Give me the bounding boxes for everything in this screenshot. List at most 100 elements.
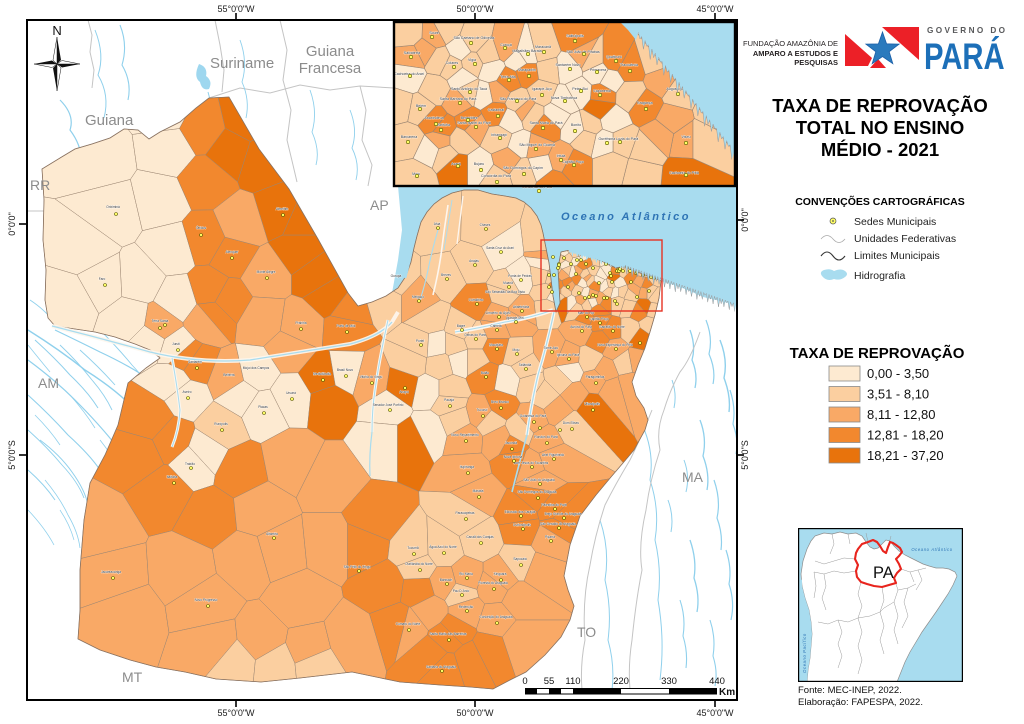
svg-text:45°0'0"W: 45°0'0"W [696, 4, 734, 14]
svg-text:Soure: Soure [429, 31, 439, 35]
svg-text:Jacundá: Jacundá [505, 441, 517, 445]
svg-text:Anapu: Anapu [399, 390, 408, 394]
svg-text:18,21 - 37,20: 18,21 - 37,20 [867, 448, 944, 463]
svg-text:Aurora do Pará: Aurora do Pará [570, 325, 592, 329]
svg-text:Trairão: Trairão [185, 462, 195, 466]
svg-text:São Domingos do Araguaia: São Domingos do Araguaia [518, 490, 557, 494]
svg-text:Maracanã: Maracanã [535, 45, 551, 49]
svg-text:Capitão Poço: Capitão Poço [562, 160, 584, 164]
svg-text:Limites Municipais: Limites Municipais [854, 250, 940, 262]
svg-text:Monte Alegre: Monte Alegre [257, 270, 276, 274]
svg-text:55°0'0"W: 55°0'0"W [217, 4, 255, 14]
svg-text:Garrafão do Norte: Garrafão do Norte [599, 325, 625, 329]
svg-text:8,11 - 12,80: 8,11 - 12,80 [867, 407, 935, 422]
svg-text:MT: MT [122, 669, 143, 685]
svg-text:São Caetano de Odivelas: São Caetano de Odivelas [454, 36, 495, 40]
svg-text:Bagre: Bagre [457, 324, 466, 328]
svg-text:Oriximiná: Oriximiná [106, 205, 120, 209]
svg-text:5°0'0"S: 5°0'0"S [740, 440, 750, 470]
svg-text:AP: AP [370, 197, 389, 213]
svg-text:Prainha: Prainha [296, 321, 307, 325]
svg-text:Ponta de Pedras: Ponta de Pedras [508, 274, 532, 278]
svg-text:Chaves: Chaves [480, 223, 491, 227]
svg-text:São Sebastião da Boa Vista: São Sebastião da Boa Vista [485, 290, 525, 294]
svg-text:Bom Jesus do Tocantins: Bom Jesus do Tocantins [514, 461, 549, 465]
svg-text:São Domingos do Capim: São Domingos do Capim [503, 166, 543, 170]
svg-text:12,81 - 18,20: 12,81 - 18,20 [867, 428, 944, 443]
svg-text:Oceano Pacífico: Oceano Pacífico [802, 633, 807, 673]
svg-text:Bragança: Bragança [637, 101, 652, 105]
svg-text:Santo Antônio do Tauá: Santo Antônio do Tauá [451, 87, 487, 91]
svg-text:RR: RR [30, 177, 50, 193]
svg-text:0°0'0": 0°0'0" [740, 208, 750, 232]
svg-text:Novo Progresso: Novo Progresso [195, 598, 218, 602]
svg-text:Gurupá: Gurupá [391, 274, 402, 278]
svg-text:Palestina do Pará: Palestina do Pará [541, 503, 566, 507]
svg-text:Itaituba: Itaituba [167, 475, 178, 479]
svg-text:Barcarena: Barcarena [401, 135, 418, 139]
svg-text:Cametá: Cametá [490, 324, 501, 328]
svg-text:Mojuí dos Campos: Mojuí dos Campos [243, 366, 270, 370]
svg-text:Brasil Novo: Brasil Novo [337, 368, 354, 372]
svg-text:Santa Bárbara do Pará: Santa Bárbara do Pará [440, 97, 477, 101]
svg-text:Nova Timboteua: Nova Timboteua [551, 96, 577, 100]
svg-text:Mãe do Rio: Mãe do Rio [578, 311, 595, 315]
svg-text:AM: AM [38, 375, 59, 391]
svg-text:São João do Araguaia: São João do Araguaia [523, 478, 555, 482]
svg-text:50°0'0"W: 50°0'0"W [456, 708, 494, 718]
svg-text:Quatipuru: Quatipuru [606, 55, 622, 59]
svg-text:Tucumã: Tucumã [407, 546, 419, 550]
svg-text:Rio Maria: Rio Maria [459, 572, 473, 576]
svg-text:Moju: Moju [513, 348, 520, 352]
svg-text:Conceição do Araguaia: Conceição do Araguaia [480, 615, 513, 619]
svg-text:Benevides: Benevides [461, 116, 478, 120]
svg-text:Melgaço: Melgaço [412, 295, 424, 299]
svg-text:TO: TO [577, 624, 596, 640]
svg-text:Capanema: Capanema [593, 89, 611, 93]
svg-text:Belém: Belém [416, 104, 426, 108]
svg-text:Tomé-Açu: Tomé-Açu [544, 346, 559, 350]
svg-text:Moju: Moju [412, 172, 420, 176]
svg-text:Abel Figueiredo: Abel Figueiredo [542, 453, 565, 457]
svg-text:Paragominas: Paragominas [586, 375, 605, 379]
svg-text:Hidrografia: Hidrografia [854, 270, 906, 282]
svg-text:0°0'0": 0°0'0" [7, 212, 17, 236]
svg-text:220: 220 [613, 676, 629, 687]
svg-text:Ananindeua: Ananindeua [424, 116, 443, 120]
svg-text:Marabá: Marabá [473, 489, 484, 493]
svg-text:Faro: Faro [99, 277, 106, 281]
svg-text:PA: PA [873, 564, 894, 582]
svg-text:Ourém: Ourém [599, 137, 610, 141]
svg-text:Tracuateua: Tracuateua [620, 63, 638, 67]
svg-text:Portel: Portel [416, 339, 425, 343]
svg-text:Km: Km [719, 687, 735, 698]
svg-text:Viseu: Viseu [682, 135, 691, 139]
svg-text:Mocajuba: Mocajuba [489, 343, 503, 347]
svg-text:N: N [52, 23, 61, 38]
svg-text:Muanã: Muanã [503, 281, 513, 285]
svg-text:Brejo Grande do Araguaia: Brejo Grande do Araguaia [545, 512, 582, 516]
svg-text:Uruará: Uruará [286, 391, 296, 395]
svg-text:Primavera: Primavera [590, 68, 606, 72]
svg-text:Eldorado dos Carajás: Eldorado dos Carajás [505, 510, 536, 514]
svg-text:São Francisco do Pará: São Francisco do Pará [500, 97, 537, 101]
svg-text:Capitão Poço: Capitão Poço [589, 317, 608, 321]
svg-text:Salinópolis: Salinópolis [566, 34, 584, 38]
svg-text:Pacajá: Pacajá [444, 398, 454, 402]
svg-text:Bannach: Bannach [440, 578, 453, 582]
svg-text:Santa Luzia do Pará: Santa Luzia do Pará [606, 137, 639, 141]
svg-text:Suriname: Suriname [210, 55, 274, 72]
svg-text:Breu Branco: Breu Branco [491, 400, 509, 404]
svg-text:Belterra: Belterra [223, 373, 234, 377]
svg-text:Santarém Novo: Santarém Novo [556, 63, 581, 67]
svg-text:Água Azul do Norte: Água Azul do Norte [429, 545, 457, 549]
svg-text:Afuá: Afuá [434, 222, 441, 226]
svg-text:Oceano Atlântico: Oceano Atlântico [561, 211, 691, 223]
svg-text:Abaetetuba: Abaetetuba [513, 305, 530, 309]
svg-text:45°0'0"W: 45°0'0"W [696, 708, 734, 718]
svg-text:Limoeiro do Ajuru: Limoeiro do Ajuru [486, 311, 511, 315]
svg-text:Curuçá: Curuçá [500, 43, 512, 47]
svg-text:Castanhal: Castanhal [488, 108, 504, 112]
svg-text:Ipixuna do Pará: Ipixuna do Pará [557, 353, 580, 357]
svg-text:Bonito: Bonito [571, 123, 581, 127]
